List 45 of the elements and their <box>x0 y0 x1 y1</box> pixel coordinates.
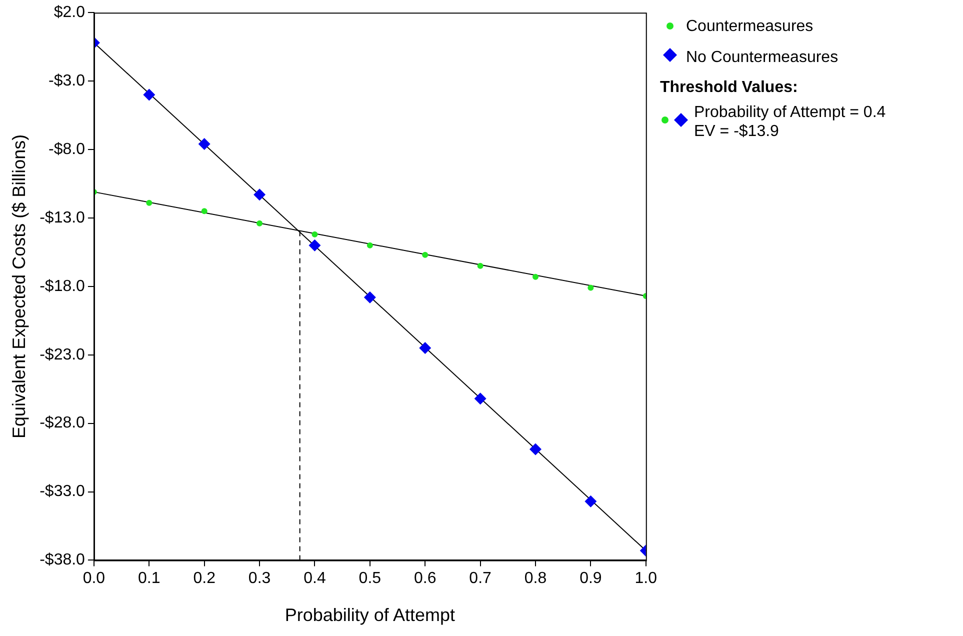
x-tick-label: 0.9 <box>580 570 602 588</box>
x-tick-label: 0.8 <box>524 570 547 588</box>
point <box>308 239 321 252</box>
point <box>532 274 538 280</box>
point <box>366 242 373 248</box>
x-axis-title: Probability of Attempt <box>284 605 455 626</box>
point <box>584 495 597 508</box>
point <box>143 88 156 101</box>
point <box>256 220 263 226</box>
point <box>364 291 376 304</box>
point <box>588 284 594 291</box>
x-tick-label: 0.1 <box>138 570 160 588</box>
y-tick-label: -$38.0 <box>40 552 86 569</box>
y-tick-label: -$28.0 <box>40 414 86 432</box>
x-tick-label: 0.6 <box>414 570 436 588</box>
point <box>419 342 432 354</box>
legend-label: No Countermeasures <box>686 48 838 66</box>
y-tick-label: -$8.0 <box>48 140 86 158</box>
text: Threshold Values: <box>660 79 799 97</box>
point <box>201 208 208 214</box>
y-tick-label: -$3.0 <box>48 72 86 90</box>
x-tick-label: 0.0 <box>82 570 106 588</box>
y-axis-title: Equivalent Expected Costs ($ Billions) <box>8 134 29 438</box>
x-tick-label: 0.4 <box>304 570 326 588</box>
point <box>477 262 484 269</box>
text: EV = -$13.9 <box>694 122 780 141</box>
x-tick-label: 1.0 <box>634 570 658 588</box>
y-tick-label: -$13.0 <box>40 209 86 226</box>
point <box>422 252 428 258</box>
x-tick-label: 0.2 <box>193 570 216 588</box>
y-tick-label: -$33.0 <box>40 483 86 500</box>
y-tick-label: -$18.0 <box>40 278 86 295</box>
text: Probability of Attempt = 0.4 <box>694 103 886 122</box>
y-tick-label: $2.0 <box>54 4 86 22</box>
x-tick-label: 0.5 <box>358 570 382 588</box>
point <box>198 138 210 150</box>
legend-label: Countermeasures <box>686 18 814 36</box>
point <box>529 443 542 456</box>
point <box>312 231 318 238</box>
y-tick-label: -$23.0 <box>40 346 86 364</box>
x-tick-label: 0.7 <box>469 570 492 588</box>
point <box>474 392 486 405</box>
point <box>146 200 152 206</box>
x-tick-label: 0.3 <box>248 570 271 588</box>
point <box>254 188 266 201</box>
